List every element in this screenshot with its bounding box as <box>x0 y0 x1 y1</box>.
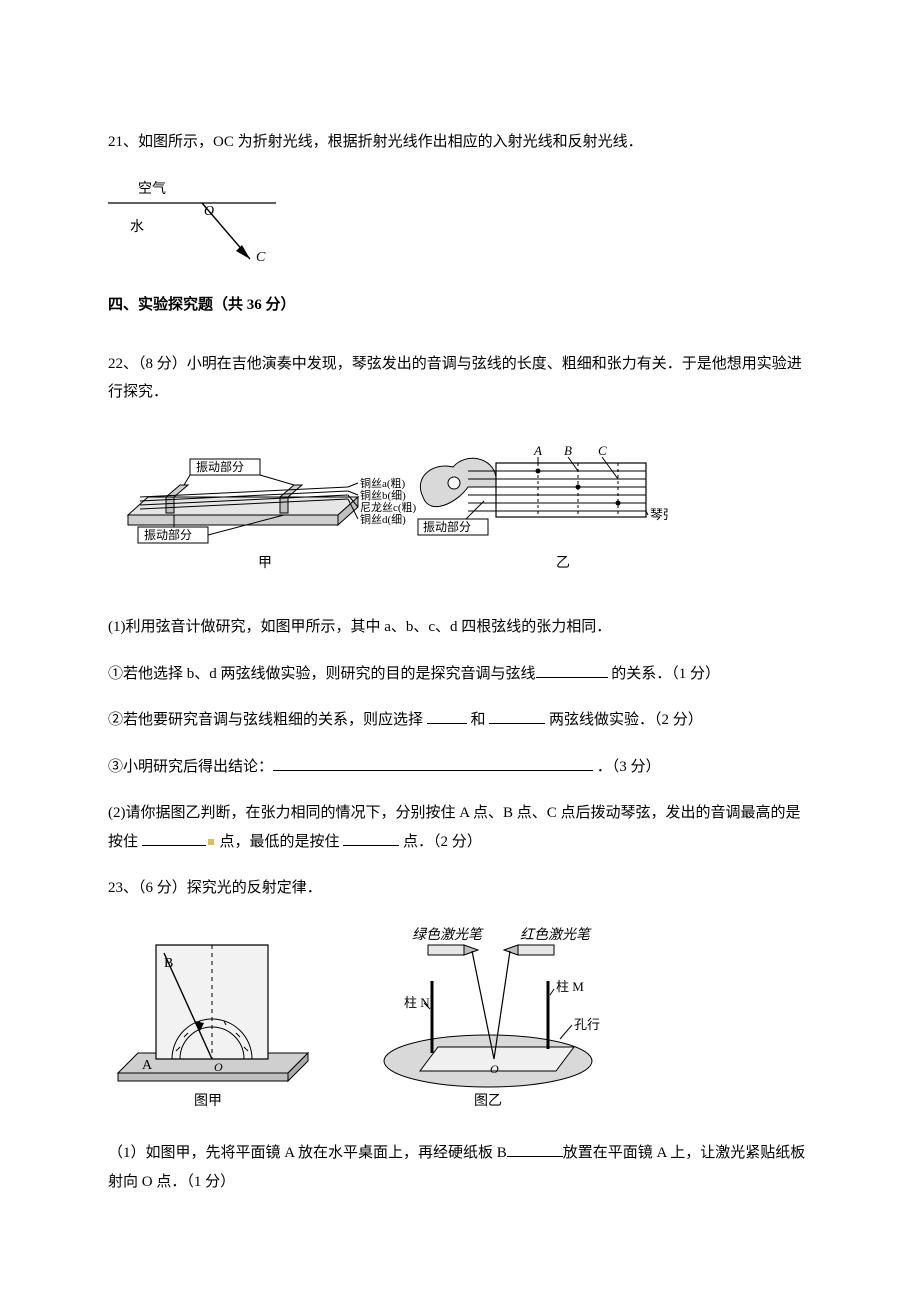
svg-text:甲: 甲 <box>258 556 272 571</box>
svg-text:尼龙丝c(粗): 尼龙丝c(粗) <box>360 501 417 514</box>
svg-text:红色激光笔: 红色激光笔 <box>520 927 592 943</box>
marker-dot <box>208 839 214 845</box>
svg-text:绿色激光笔: 绿色激光笔 <box>412 927 484 943</box>
q21-label-c: C <box>256 250 266 265</box>
svg-text:A: A <box>533 443 542 458</box>
q22-p1-3: ③小明研究后得出结论： ．（3 分） <box>108 753 812 782</box>
svg-text:振动部分: 振动部分 <box>144 527 192 542</box>
svg-text:琴弦: 琴弦 <box>650 507 668 522</box>
blank-3[interactable] <box>489 708 545 724</box>
blank-4[interactable] <box>273 755 593 771</box>
q22-p1-text: (1)利用弦音计做研究，如图甲所示，其中 a、b、c、d 四根弦线的张力相同． <box>108 619 611 635</box>
svg-text:O: O <box>490 1062 499 1076</box>
q22-figures: 振动部分 振动部分 铜丝a(粗) 铜丝b(细) 尼龙丝c(粗) 铜丝d(细) 甲 <box>108 427 812 588</box>
svg-text:孔行: 孔行 <box>574 1017 600 1032</box>
blank-6[interactable] <box>343 830 399 846</box>
q22-p1-2a: ②若他要研究音调与弦线粗细的关系，则应选择 <box>108 712 427 728</box>
blank-7[interactable] <box>507 1141 563 1157</box>
blank-1[interactable] <box>536 662 608 678</box>
svg-text:C: C <box>598 443 607 458</box>
q21-label-air: 空气 <box>138 181 166 197</box>
q21-label-water: 水 <box>130 219 144 235</box>
q22-p1-2b: 和 <box>467 712 490 728</box>
section4-title: 四、实验探究题（共 36 分） <box>108 291 812 320</box>
q22-p1-1: ①若他选择 b、d 两弦线做实验，则研究的目的是探究音调与弦线 的关系．（1 分… <box>108 660 812 689</box>
q23-p1a: （1）如图甲，先将平面镜 A 放在水平桌面上，再经硬纸板 B <box>108 1145 507 1161</box>
svg-text:乙: 乙 <box>556 555 570 571</box>
q22-p1-2c: 两弦线做实验．（2 分） <box>545 712 703 728</box>
svg-text:A: A <box>142 1058 153 1073</box>
svg-text:O: O <box>214 1060 223 1074</box>
svg-text:B: B <box>564 443 572 458</box>
q23-fig-right: 绿色激光笔 红色激光笔 柱 N 柱 M 孔行 O 图乙 <box>384 927 600 1109</box>
svg-text:振动部分: 振动部分 <box>196 459 244 474</box>
svg-text:铜丝d(细): 铜丝d(细) <box>360 512 406 526</box>
svg-text:图乙: 图乙 <box>474 1093 502 1109</box>
q21-text: 21、如图所示，OC 为折射光线，根据折射光线作出相应的入射光线和反射光线． <box>108 128 812 157</box>
q23-fig-left: B A O 图甲 <box>118 945 308 1109</box>
blank-2[interactable] <box>427 708 467 724</box>
q22-p2c: 点．（2 分） <box>399 834 482 850</box>
svg-text:振动部分: 振动部分 <box>423 519 471 534</box>
q22-p1-1a: ①若他选择 b、d 两弦线做实验，则研究的目的是探究音调与弦线 <box>108 666 536 682</box>
q22-p1-2: ②若他要研究音调与弦线粗细的关系，则应选择 和 两弦线做实验．（2 分） <box>108 706 812 735</box>
svg-text:铜丝a(粗): 铜丝a(粗) <box>360 476 406 490</box>
svg-text:铜丝b(细): 铜丝b(细) <box>360 488 406 502</box>
svg-text:图甲: 图甲 <box>194 1094 222 1109</box>
q22-fig-left: 振动部分 振动部分 铜丝a(粗) 铜丝b(细) 尼龙丝c(粗) 铜丝d(细) 甲 <box>128 459 417 571</box>
svg-text:柱 M: 柱 M <box>556 979 584 994</box>
q22-p2: (2)请你据图乙判断，在张力相同的情况下，分别按住 A 点、B 点、C 点后拨动… <box>108 799 812 856</box>
q23-stem: 23、（6 分）探究光的反射定律． <box>108 874 812 903</box>
q22-p2b: 点，最低的是按住 <box>216 834 344 850</box>
q22-stem: 22、（8 分）小明在吉他演奏中发现，琴弦发出的音调与弦线的长度、粗细和张力有关… <box>108 350 812 407</box>
q22-p1-1b: 的关系．（1 分） <box>608 666 721 682</box>
q23-p1: （1）如图甲，先将平面镜 A 放在水平桌面上，再经硬纸板 B放置在平面镜 A 上… <box>108 1139 812 1196</box>
q23-figures: B A O 图甲 <box>108 921 812 1122</box>
svg-text:B: B <box>164 956 173 971</box>
page: 21、如图所示，OC 为折射光线，根据折射光线作出相应的入射光线和反射光线． 空… <box>0 0 920 1302</box>
q22-fig-right: A B C 振动部分 琴弦 乙 <box>418 443 668 571</box>
q22-p1: (1)利用弦音计做研究，如图甲所示，其中 a、b、c、d 四根弦线的张力相同． <box>108 613 812 642</box>
svg-text:柱 N: 柱 N <box>404 995 430 1010</box>
q22-p1-3b: ．（3 分） <box>593 759 661 775</box>
q21-diagram: 空气 O 水 C <box>108 175 812 278</box>
q22-p1-3a: ③小明研究后得出结论： <box>108 759 273 775</box>
blank-5[interactable] <box>142 830 206 846</box>
